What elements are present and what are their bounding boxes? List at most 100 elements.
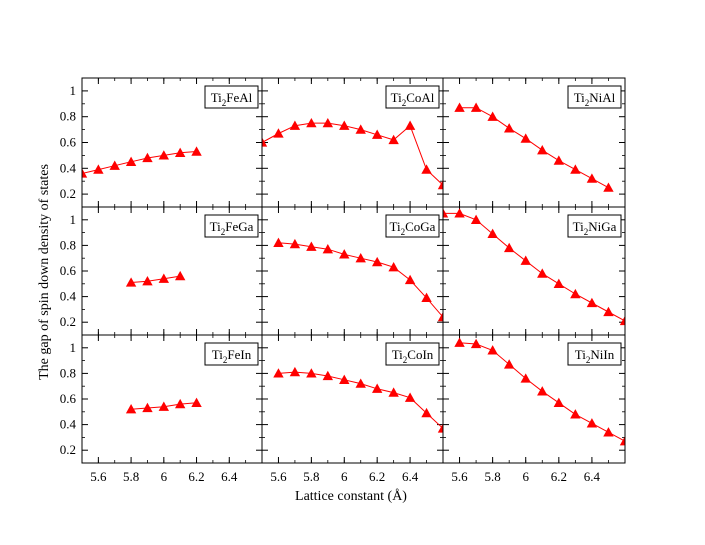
data-point-marker: [306, 117, 317, 128]
data-point-marker: [109, 160, 120, 170]
data-point-marker: [191, 146, 202, 156]
series-group: [454, 102, 614, 192]
data-point-marker: [437, 311, 443, 322]
data-point-marker: [388, 134, 399, 145]
data-point-marker: [520, 255, 531, 265]
data-point-marker: [404, 392, 416, 402]
data-point-marker: [421, 164, 432, 174]
y-axis-title: The gap of spin down density of states: [37, 164, 52, 380]
panel-niga: Ti2NiGa: [442, 206, 626, 336]
data-point-marker: [289, 366, 301, 377]
data-point-marker: [487, 345, 498, 355]
data-point-marker: [322, 244, 334, 254]
data-point-marker: [603, 182, 614, 192]
data-point-marker: [537, 145, 548, 155]
data-point-marker: [437, 179, 443, 190]
panels-layer: Ti2FeAl Ti2CoAl Ti2NiAl Ti2FeGa Ti2CoGa Ti2Ni…: [81, 77, 626, 464]
data-point-marker: [289, 120, 301, 130]
y-tick-label: 0.6: [60, 135, 77, 150]
panel-nial: Ti2NiAl: [442, 77, 626, 208]
data-point-marker: [158, 401, 170, 411]
y-tick-label: 0.6: [60, 391, 77, 406]
data-point-marker: [570, 288, 581, 299]
data-point-marker: [443, 208, 449, 218]
y-tick-label: 0.4: [60, 417, 77, 432]
y-tick-label: 0.2: [60, 442, 76, 457]
series-line: [131, 275, 181, 283]
series-group: [273, 237, 443, 322]
data-point-marker: [404, 120, 416, 130]
panel-fega: Ti2FeGa: [81, 206, 263, 336]
data-point-marker: [503, 242, 515, 253]
data-point-marker: [289, 238, 301, 249]
series-group: [262, 117, 443, 190]
compound-label: Ti2CoGa: [390, 219, 436, 237]
x-tick-label: 5.6: [270, 469, 287, 484]
x-tick-label: 6: [161, 469, 168, 484]
data-point-marker: [142, 152, 153, 163]
data-point-marker: [339, 120, 350, 130]
data-point-marker: [520, 133, 531, 143]
series-group: [82, 146, 202, 178]
x-tick-label: 5.6: [90, 469, 107, 484]
data-point-marker: [191, 397, 202, 407]
panel-niin: Ti2NiIn: [442, 334, 626, 464]
compound-label-box: [567, 85, 622, 109]
data-point-marker: [306, 241, 317, 251]
y-tick-label: 1: [70, 212, 77, 227]
series-line: [262, 122, 443, 186]
x-tick-label: 6.4: [584, 469, 601, 484]
panel-frame: [442, 334, 626, 464]
data-point-marker: [125, 404, 137, 414]
data-point-marker: [404, 274, 416, 285]
data-point-marker: [619, 436, 625, 446]
x-tick-label: 6.2: [188, 469, 204, 484]
data-point-marker: [262, 137, 268, 147]
data-point-marker: [603, 427, 614, 437]
data-point-marker: [570, 164, 581, 174]
compound-label-box: [204, 342, 259, 366]
data-point-marker: [174, 270, 186, 281]
data-point-marker: [93, 164, 104, 174]
y-tick-label: 0.2: [60, 186, 76, 201]
data-point-marker: [125, 156, 137, 167]
x-tick-label: 5.8: [485, 469, 501, 484]
y-tick-label: 0.8: [60, 237, 76, 252]
x-tick-label: 6: [522, 469, 529, 484]
data-point-marker: [503, 123, 515, 133]
compound-label: Ti2FeIn: [212, 347, 252, 365]
data-point-marker: [273, 368, 284, 378]
data-point-marker: [388, 261, 399, 272]
data-point-marker: [619, 315, 625, 326]
y-tick-label: 1: [70, 340, 77, 355]
y-tick-label: 0.8: [60, 109, 76, 124]
y-tick-label: 1: [70, 83, 77, 98]
x-axis-title: Lattice constant (Å): [295, 488, 407, 504]
data-point-marker: [355, 253, 366, 263]
compound-label: Ti2NiIn: [575, 347, 615, 365]
x-tick-label: 6.4: [402, 469, 419, 484]
compound-label-box: [385, 214, 440, 238]
data-point-marker: [355, 378, 366, 388]
data-point-marker: [421, 407, 432, 418]
compound-label: Ti2FeAl: [211, 90, 253, 108]
x-tick-label: 6: [341, 469, 348, 484]
panel-coal: Ti2CoAl: [261, 77, 444, 208]
data-point-marker: [454, 208, 465, 218]
y-tick-label: 0.4: [60, 160, 77, 175]
data-point-marker: [437, 423, 443, 433]
panel-fein: Ti2FeIn: [81, 334, 263, 464]
data-point-marker: [470, 338, 482, 349]
x-tick-label: 6.2: [369, 469, 385, 484]
y-tick-label: 0.4: [60, 289, 77, 304]
data-point-marker: [553, 278, 565, 288]
tick-labels-layer: 0.2 0.4 0.6 0.8 1 0.2 0.4 0.6 0.8 1 0.2 0.4 0.6 0.8 1 5…: [60, 83, 601, 484]
compound-label: Ti2FeGa: [210, 219, 254, 237]
data-point-marker: [454, 337, 465, 347]
y-tick-label: 0.2: [60, 314, 76, 329]
data-point-marker: [142, 402, 153, 413]
data-point-marker: [371, 129, 383, 139]
data-point-marker: [553, 397, 565, 407]
series-line: [459, 107, 609, 189]
